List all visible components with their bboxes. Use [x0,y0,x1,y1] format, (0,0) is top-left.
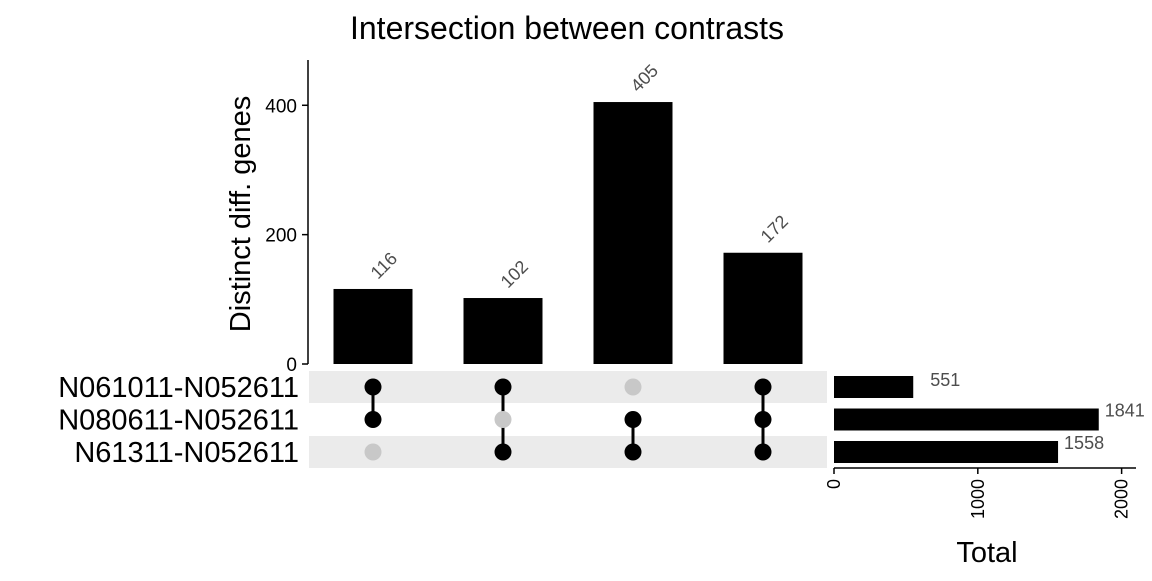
set-size-x-axis: 0 1000 2000 [824,467,1136,519]
bar-value-label: 405 [627,60,662,95]
membership-dot-active [494,378,512,396]
membership-dot-active [754,411,772,428]
membership-dot-inactive [494,411,512,428]
intersection-bar [463,298,543,364]
intersection-bars: 116 102 405 172 [333,60,803,365]
set-label: N080611-N052611 [58,405,299,437]
x-tick-label: 2000 [1112,479,1132,519]
set-labels: N061011-N052611N080611-N052611N61311-N05… [58,372,299,469]
bar-value-label: 172 [757,211,792,246]
chart-title: Intersection between contrasts [350,10,784,46]
intersection-y-axis-label: Distinct diff. genes [225,96,257,332]
set-label: N061011-N052611 [58,372,299,404]
set-size-x-axis-label: Total [956,537,1017,569]
membership-dot-active [494,443,512,461]
membership-dot-active [624,411,642,428]
set-size-label: 1841 [1105,401,1145,421]
x-tick-label: 1000 [968,479,988,519]
set-size-bar [834,376,914,398]
membership-dot-active [624,443,642,461]
intersection-y-axis: 0 200 400 [265,60,309,376]
membership-dot-active [754,443,772,461]
membership-dot-active [364,378,382,396]
set-size-bar [834,408,1099,431]
membership-dot-active [754,378,772,396]
bar-value-label: 116 [367,248,401,282]
membership-dot-active [364,411,382,428]
membership-dot-inactive [364,443,382,461]
x-tick-label: 0 [824,479,844,489]
set-size-bar [834,441,1059,463]
bar-value-label: 102 [497,256,532,291]
membership-dot-inactive [624,378,642,396]
set-label: N61311-N052611 [74,437,299,469]
y-tick-label: 0 [286,355,297,376]
y-tick-label: 400 [265,96,297,117]
intersection-bar [723,252,803,364]
intersection-bar [593,102,673,365]
membership-matrix [364,378,772,461]
set-size-label: 551 [930,370,960,390]
matrix-stripe [309,436,827,468]
matrix-stripes [309,371,827,468]
matrix-stripe [309,371,827,403]
intersection-bar [333,288,413,364]
set-size-label: 1558 [1064,433,1104,453]
y-tick-label: 200 [265,226,297,247]
